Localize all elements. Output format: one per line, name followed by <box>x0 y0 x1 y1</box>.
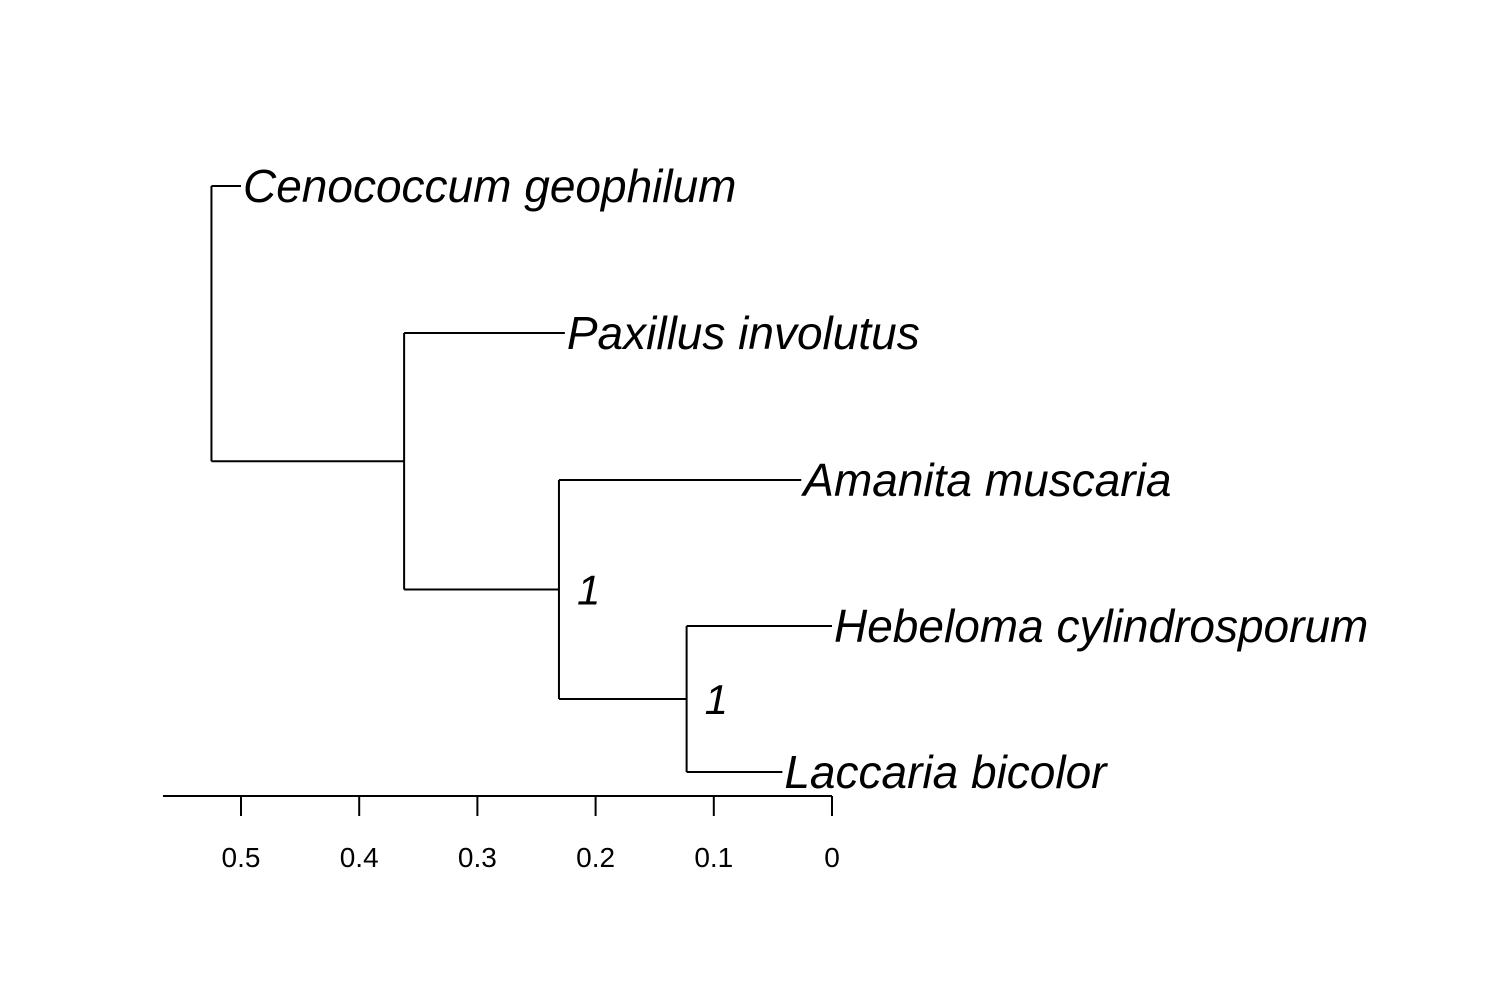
support-values: 11 <box>577 567 728 724</box>
axis-tick-label: 0.2 <box>576 842 615 873</box>
support-value-n2: 1 <box>577 567 600 614</box>
support-value-n3: 1 <box>705 676 728 723</box>
axis-tick-label: 0 <box>824 842 840 873</box>
axis-tick-label: 0.4 <box>340 842 379 873</box>
axis-tick-label: 0.3 <box>458 842 497 873</box>
axis-tick-label: 0.1 <box>694 842 733 873</box>
tree-branches <box>210 185 832 773</box>
taxon-label-pi: Paxillus involutus <box>567 307 920 359</box>
taxon-label-cg: Cenococcum geophilum <box>243 160 737 212</box>
taxon-labels: Cenococcum geophilum Paxillus involutus Am… <box>243 160 1368 798</box>
scale-axis: 0.5 0.4 0.3 0.2 0.1 0 <box>162 795 840 873</box>
axis-tick-label: 0.5 <box>222 842 261 873</box>
taxon-label-am: Amanita muscaria <box>800 454 1171 506</box>
taxon-label-hc: Hebeloma cylindrosporum <box>834 600 1368 652</box>
taxon-label-lb: Laccaria bicolor <box>784 746 1108 798</box>
